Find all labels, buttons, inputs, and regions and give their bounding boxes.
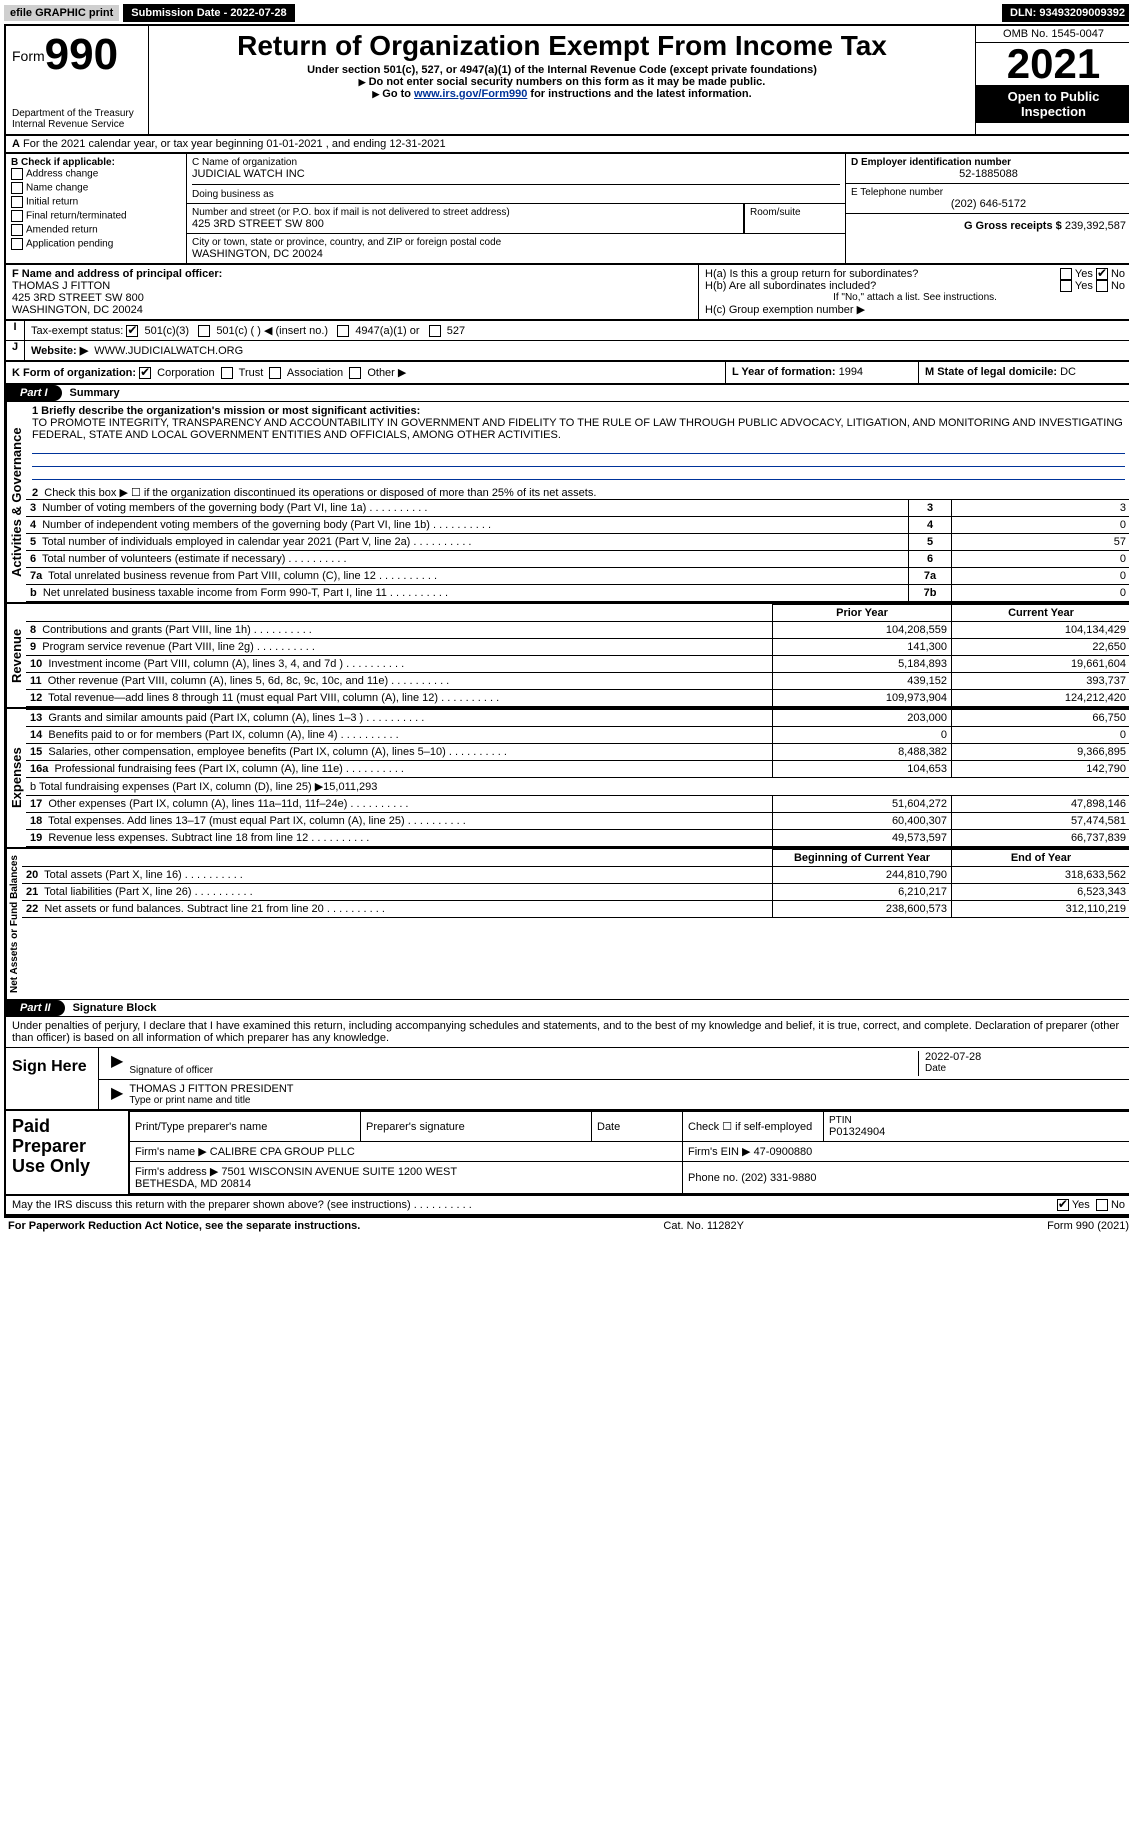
form-title: Return of Organization Exempt From Incom… — [153, 30, 971, 62]
governance-table: 3 Number of voting members of the govern… — [26, 499, 1129, 602]
form-subtitle: Under section 501(c), 527, or 4947(a)(1)… — [153, 64, 971, 76]
vlabel-expenses: Expenses — [6, 709, 26, 847]
revenue-table: Prior YearCurrent Year 8 Contributions a… — [26, 604, 1129, 707]
top-bar: efile GRAPHIC print Submission Date - 20… — [4, 4, 1129, 22]
vlabel-governance: Activities & Governance — [6, 402, 26, 602]
website: WWW.JUDICIALWATCH.ORG — [94, 345, 243, 357]
section-bcd: B Check if applicable: Address change Na… — [6, 154, 1129, 265]
sect-netassets: Net Assets or Fund Balances Beginning of… — [6, 849, 1129, 1000]
ein: 52-1885088 — [851, 168, 1126, 180]
box-b: B Check if applicable: Address change Na… — [6, 154, 187, 263]
mission-text: TO PROMOTE INTEGRITY, TRANSPARENCY AND A… — [32, 417, 1123, 441]
section-fh: F Name and address of principal officer:… — [6, 265, 1129, 321]
irs-link[interactable]: www.irs.gov/Form990 — [414, 88, 527, 100]
vlabel-revenue: Revenue — [6, 604, 26, 707]
sign-arrow-icon-2: ▶ — [105, 1083, 129, 1106]
phone: (202) 646-5172 — [851, 198, 1126, 210]
org-city: WASHINGTON, DC 20024 — [192, 248, 840, 260]
box-d: D Employer identification number 52-1885… — [845, 154, 1129, 263]
gross-receipts: 239,392,587 — [1065, 220, 1126, 232]
dln-label: DLN: 93493209009392 — [1002, 4, 1129, 22]
may-discuss: May the IRS discuss this return with the… — [6, 1196, 1129, 1216]
org-name: JUDICIAL WATCH INC — [192, 168, 840, 180]
sign-here: Sign Here ▶ Signature of officer 2022-07… — [6, 1048, 1129, 1110]
note-link: Go to www.irs.gov/Form990 for instructio… — [153, 88, 971, 100]
page-footer: For Paperwork Reduction Act Notice, see … — [4, 1218, 1129, 1234]
form-container: Form990 Department of the Treasury Inter… — [4, 24, 1129, 1218]
penalty-text: Under penalties of perjury, I declare th… — [6, 1017, 1129, 1048]
paid-preparer: Paid Preparer Use Only Print/Type prepar… — [6, 1110, 1129, 1196]
org-address: 425 3RD STREET SW 800 — [192, 218, 738, 230]
submission-date-btn[interactable]: Submission Date - 2022-07-28 — [123, 4, 294, 22]
line-j: J Website: ▶ WWW.JUDICIALWATCH.ORG — [6, 341, 1129, 362]
line-a: A For the 2021 calendar year, or tax yea… — [6, 136, 1129, 154]
box-c: C Name of organization JUDICIAL WATCH IN… — [187, 154, 845, 263]
note-ssn: Do not enter social security numbers on … — [153, 76, 971, 88]
open-to-public: Open to Public Inspection — [976, 85, 1129, 123]
line-klm: K Form of organization: Corporation Trus… — [6, 362, 1129, 385]
efile-label: efile GRAPHIC print — [4, 5, 119, 21]
line-i: I Tax-exempt status: 501(c)(3) 501(c) ( … — [6, 321, 1129, 341]
form-header: Form990 Department of the Treasury Inter… — [6, 26, 1129, 136]
expenses-table: 13 Grants and similar amounts paid (Part… — [26, 709, 1129, 847]
box-f: F Name and address of principal officer:… — [6, 265, 699, 319]
dept-label: Department of the Treasury — [12, 108, 142, 119]
sect-revenue: Revenue Prior YearCurrent Year 8 Contrib… — [6, 604, 1129, 709]
part1-header: Part I Summary — [6, 385, 1129, 402]
vlabel-netassets: Net Assets or Fund Balances — [6, 849, 22, 999]
tax-year: 2021 — [976, 43, 1129, 85]
sect-expenses: Expenses 13 Grants and similar amounts p… — [6, 709, 1129, 849]
sign-arrow-icon: ▶ — [105, 1051, 129, 1076]
netassets-table: Beginning of Current YearEnd of Year 20 … — [22, 849, 1129, 918]
part2-header: Part II Signature Block — [6, 1000, 1129, 1017]
sect-governance: Activities & Governance 1 Briefly descri… — [6, 402, 1129, 604]
form-number: Form990 — [12, 30, 142, 80]
box-h: H(a) Is this a group return for subordin… — [699, 265, 1129, 319]
irs-label: Internal Revenue Service — [12, 119, 142, 130]
